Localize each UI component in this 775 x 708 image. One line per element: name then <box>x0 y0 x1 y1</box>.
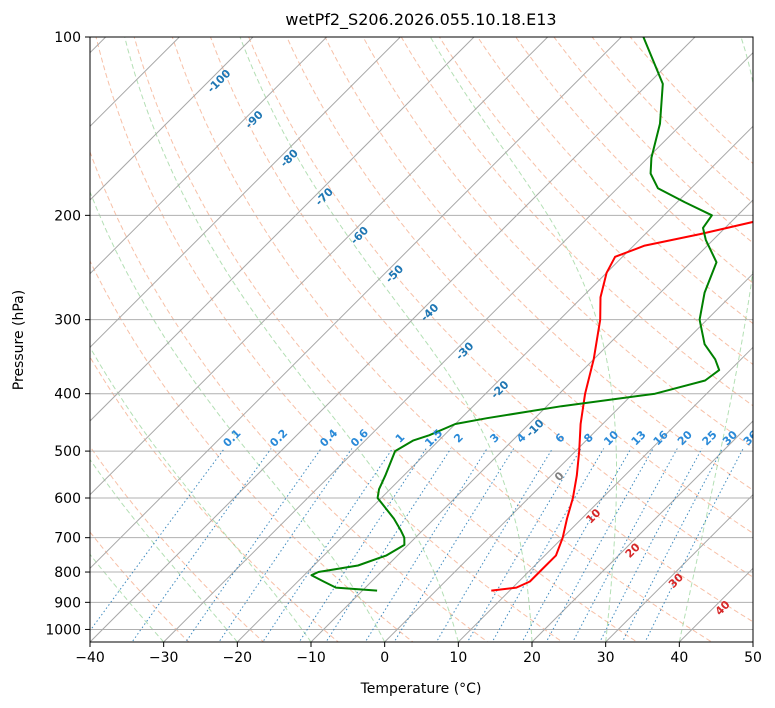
plot-area: -100-90-80-70-60-50-40-30-20-10010203040… <box>90 37 753 642</box>
dewpoint-profile-line <box>310 37 721 592</box>
dry-adiabat <box>248 37 753 578</box>
moist-adiabat <box>429 37 617 642</box>
mixing-ratio-lines <box>90 448 744 642</box>
dry-adiabat <box>400 37 753 407</box>
isotherm-line <box>457 346 753 642</box>
y-axis-ticks: 100 200 300 400 500 600 700 800 900 1000 <box>45 30 90 638</box>
x-axis-label: Temperature (°C) <box>360 681 482 697</box>
y-tick-label: 1000 <box>45 622 81 638</box>
isotherm-line <box>90 37 622 570</box>
y-tick-label: 200 <box>54 208 81 224</box>
y-axis-label: Pressure (hPa) <box>11 290 27 390</box>
x-tick-label: 50 <box>744 650 762 666</box>
dry-adiabat <box>90 356 340 642</box>
mixing-ratio-line <box>466 448 582 642</box>
x-axis-ticks: −40 −30 −20 −10 0 10 20 30 40 50 <box>75 642 762 666</box>
mixing-ratio-line <box>185 448 322 642</box>
dry-adiabat <box>362 37 753 449</box>
moist-adiabat <box>90 458 238 642</box>
x-tick-label: 10 <box>449 650 467 666</box>
y-tick-label: 300 <box>54 313 81 329</box>
x-tick-label: −20 <box>223 650 253 666</box>
x-tick-label: −30 <box>149 650 179 666</box>
y-tick-label: 100 <box>54 30 81 46</box>
mixing-ratio-line <box>621 448 723 642</box>
isotherm-line <box>163 51 753 642</box>
mixing-ratio-line <box>435 448 553 642</box>
mixing-ratio-line <box>491 448 605 642</box>
plot-frame <box>89 36 754 643</box>
skewed-isotherms <box>90 37 753 642</box>
mixing-ratio-line <box>644 448 744 642</box>
y-tick-label: 800 <box>54 565 81 581</box>
isotherm-line <box>310 199 753 642</box>
pressure-gridlines <box>90 37 753 630</box>
dry-adiabat <box>90 445 265 642</box>
dry-adiabat <box>324 37 753 491</box>
y-tick-label: 700 <box>54 531 81 547</box>
moist-adiabat <box>239 37 533 642</box>
x-tick-label: 30 <box>597 650 615 666</box>
mixing-ratio-line <box>545 448 654 642</box>
moist-adiabat <box>90 190 386 642</box>
moist-adiabats <box>90 37 753 642</box>
mixing-ratio-line <box>599 448 703 642</box>
dry-adiabat <box>90 531 190 642</box>
isotherm-line <box>605 493 753 642</box>
isotherm-line <box>90 37 401 349</box>
dry-adiabat <box>95 37 564 642</box>
x-tick-label: 20 <box>523 650 541 666</box>
temperature-profile-line <box>491 220 753 592</box>
isotherm-line <box>384 272 753 642</box>
isotherm-line <box>531 420 753 642</box>
isotherm-line <box>90 37 254 201</box>
y-tick-label: 900 <box>54 595 81 611</box>
x-tick-label: 0 <box>380 650 389 666</box>
mixing-ratio-line <box>521 448 632 642</box>
mixing-ratio-line <box>393 448 515 642</box>
mixing-ratio-line <box>325 448 452 642</box>
isotherm-line <box>236 125 753 642</box>
isotherm-line <box>90 37 549 496</box>
chart-title: wetPf2_S206.2026.055.10.18.E13 <box>285 10 556 30</box>
mixing-ratio-line <box>298 448 427 642</box>
x-tick-label: −40 <box>75 650 105 666</box>
dry-adiabat <box>133 37 638 642</box>
moist-adiabat <box>678 37 753 642</box>
dry-adiabat <box>286 37 753 534</box>
mixing-ratio-line <box>364 448 488 642</box>
moist-adiabat <box>124 37 459 642</box>
isotherm-line <box>90 37 328 275</box>
y-tick-label: 400 <box>54 387 81 403</box>
x-tick-label: 40 <box>670 650 688 666</box>
dry-adiabat <box>90 259 414 642</box>
x-tick-label: −10 <box>296 650 326 666</box>
profile-series <box>310 37 753 592</box>
isotherm-line <box>90 37 696 642</box>
y-tick-label: 500 <box>54 444 81 460</box>
isotherm-line <box>90 37 475 422</box>
mixing-ratio-line <box>218 448 353 642</box>
y-tick-label: 600 <box>54 491 81 507</box>
